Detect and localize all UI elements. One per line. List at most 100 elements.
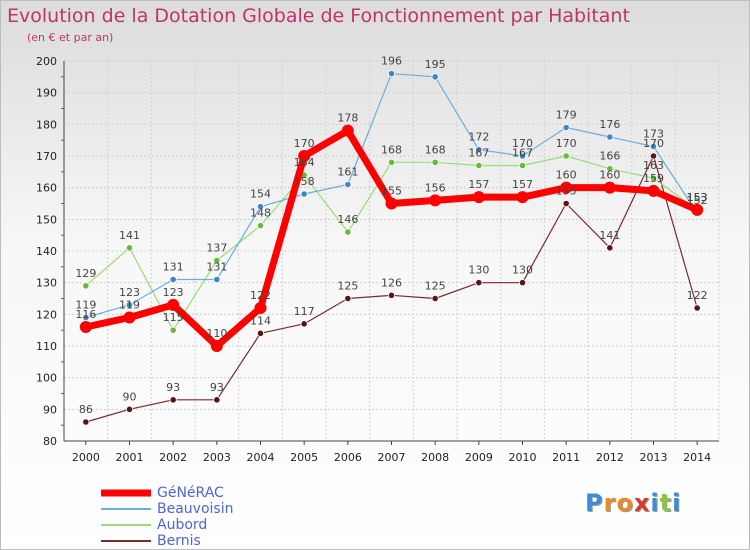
data-label: 173 <box>643 128 664 141</box>
x-tick-label: 2003 <box>203 451 231 464</box>
y-tick-label: 100 <box>36 372 57 385</box>
data-label: 156 <box>425 181 446 194</box>
data-point <box>431 294 439 303</box>
proxiti-logo: Proxiti <box>585 489 681 517</box>
data-label: 125 <box>337 280 358 293</box>
data-point <box>125 244 134 252</box>
data-point <box>256 222 265 230</box>
legend: GéNéRAC Beauvoisin Aubord Bernis <box>101 485 331 549</box>
data-label: 164 <box>294 156 315 169</box>
data-point <box>213 396 221 404</box>
x-tick-label: 2010 <box>509 451 537 464</box>
y-tick-label: 140 <box>36 245 57 258</box>
x-tick-label: 2006 <box>334 451 362 464</box>
data-point <box>387 158 396 166</box>
data-point <box>213 256 221 265</box>
data-label: 117 <box>294 305 315 318</box>
data-label: 125 <box>425 280 446 293</box>
data-point <box>429 194 442 207</box>
data-point <box>125 301 134 309</box>
data-label: 86 <box>79 403 93 416</box>
data-point <box>167 298 180 311</box>
data-point <box>516 191 529 204</box>
data-label: 148 <box>250 207 271 220</box>
data-label: 93 <box>166 381 180 394</box>
data-point <box>431 73 439 81</box>
legend-swatch-bernis <box>101 540 151 542</box>
data-label: 131 <box>206 261 227 274</box>
data-point <box>344 180 352 189</box>
data-point <box>475 146 483 154</box>
data-label: 141 <box>119 229 140 242</box>
data-label: 154 <box>250 188 271 201</box>
logo-letter: P <box>585 489 604 517</box>
data-label: 196 <box>381 55 402 68</box>
data-label: 195 <box>425 58 446 71</box>
data-point <box>560 181 573 194</box>
data-label: 122 <box>687 289 708 302</box>
legend-label-generac: GéNéRAC <box>157 485 224 501</box>
x-tick-label: 2005 <box>290 451 318 464</box>
data-label: 158 <box>294 175 315 188</box>
data-label: 160 <box>599 169 620 182</box>
x-tick-label: 2002 <box>159 451 187 464</box>
legend-label-beauvoisin: Beauvoisin <box>157 501 234 517</box>
data-label: 119 <box>119 299 140 312</box>
data-label: 163 <box>643 159 664 172</box>
data-label: 155 <box>381 185 402 198</box>
data-label: 170 <box>643 137 664 150</box>
data-point <box>300 320 308 328</box>
data-label: 176 <box>599 118 620 131</box>
data-point <box>125 405 134 413</box>
chart-title: Evolution de la Dotation Globale de Fonc… <box>7 5 630 27</box>
data-point <box>123 311 136 324</box>
logo-letter: o <box>616 489 634 517</box>
data-point <box>649 174 658 182</box>
data-label: 123 <box>163 286 184 299</box>
data-label: 131 <box>163 261 184 274</box>
legend-swatch-generac <box>101 489 151 497</box>
data-point <box>341 124 354 137</box>
data-point <box>472 191 485 204</box>
data-point <box>344 294 352 303</box>
x-tick-label: 2013 <box>640 451 668 464</box>
y-tick-label: 120 <box>36 308 57 321</box>
data-label: 123 <box>119 286 140 299</box>
data-point <box>82 313 90 322</box>
legend-item-aubord: Aubord <box>101 517 331 533</box>
data-label: 155 <box>556 185 577 198</box>
logo-letter: x <box>633 489 651 517</box>
data-label: 157 <box>512 178 533 191</box>
logo-letter: i <box>672 489 682 517</box>
data-label: 167 <box>512 147 533 160</box>
data-label: 129 <box>75 267 96 280</box>
data-label: 152 <box>687 194 708 207</box>
x-tick-label: 2009 <box>465 451 493 464</box>
data-point <box>693 304 701 312</box>
data-label: 168 <box>381 143 402 156</box>
data-label: 93 <box>210 381 224 394</box>
data-point <box>603 181 616 194</box>
legend-swatch-aubord <box>101 524 151 526</box>
data-label: 122 <box>250 289 271 302</box>
data-label: 179 <box>556 109 577 122</box>
data-point <box>562 123 570 132</box>
x-tick-label: 2001 <box>116 451 144 464</box>
data-label: 161 <box>337 166 358 179</box>
data-point <box>79 321 92 333</box>
y-tick-label: 170 <box>36 150 57 163</box>
data-label: 153 <box>687 191 708 204</box>
data-label: 110 <box>206 327 227 340</box>
data-label: 159 <box>643 172 664 185</box>
data-point <box>518 279 527 287</box>
y-tick-label: 180 <box>36 118 57 131</box>
data-label: 168 <box>425 143 446 156</box>
y-tick-label: 190 <box>36 87 57 100</box>
data-point <box>475 161 483 170</box>
data-label: 90 <box>123 390 137 403</box>
data-point <box>298 150 311 162</box>
data-point <box>387 291 396 299</box>
data-point <box>385 197 398 210</box>
y-tick-label: 110 <box>36 340 57 353</box>
